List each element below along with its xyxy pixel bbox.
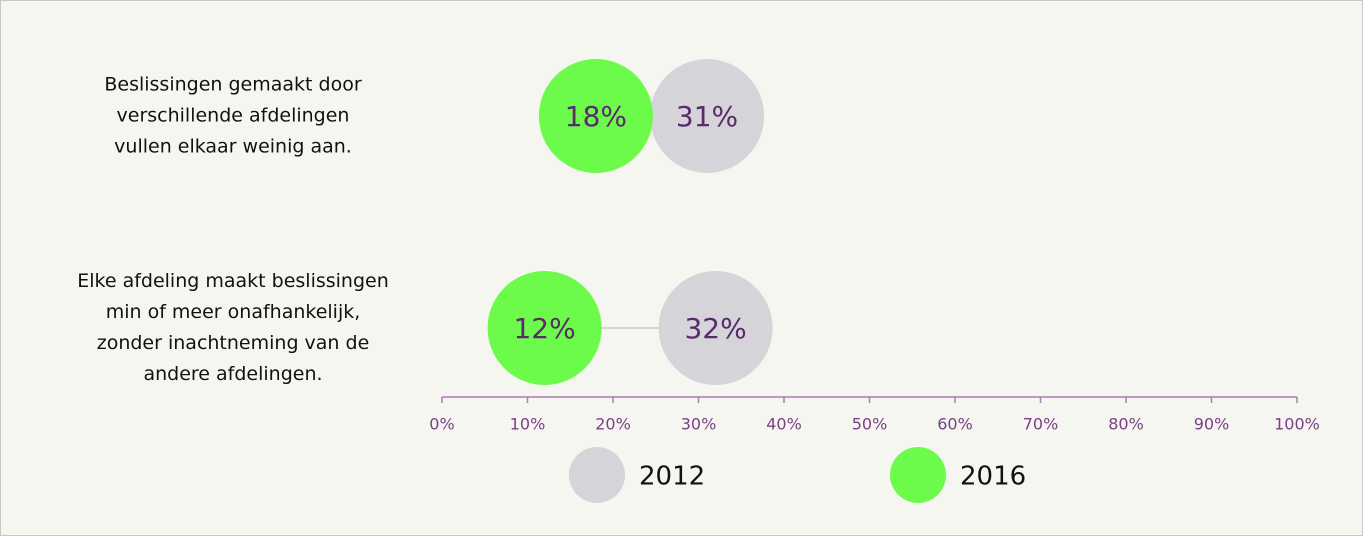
dot [538,59,653,173]
category-label: Elke afdeling maakt beslissingen min of … [77,270,389,385]
legend-swatch [890,447,946,503]
value-label: 18% [565,100,627,133]
x-tick-label: 50% [852,415,888,434]
dot [650,59,765,173]
x-tick-label: 60% [937,415,973,434]
x-tick-label: 40% [766,415,802,434]
x-tick-label: 0% [429,415,454,434]
x-tick-label: 10% [510,415,546,434]
x-tick-label: 30% [681,415,717,434]
legend-label: 2012 [639,462,705,492]
value-label: 12% [513,312,575,345]
x-tick-label: 100% [1274,415,1320,434]
legend-label: 2016 [960,462,1026,492]
value-label: 32% [684,312,746,345]
x-tick-label: 70% [1023,415,1059,434]
dot [487,271,602,385]
x-tick-label: 20% [595,415,631,434]
x-tick-label: 90% [1194,415,1230,434]
dot [658,271,773,385]
category-label: Beslissingen gemaakt door verschillende … [104,73,362,158]
x-tick-label: 80% [1108,415,1144,434]
legend-swatch [569,447,625,503]
value-label: 31% [676,100,738,133]
